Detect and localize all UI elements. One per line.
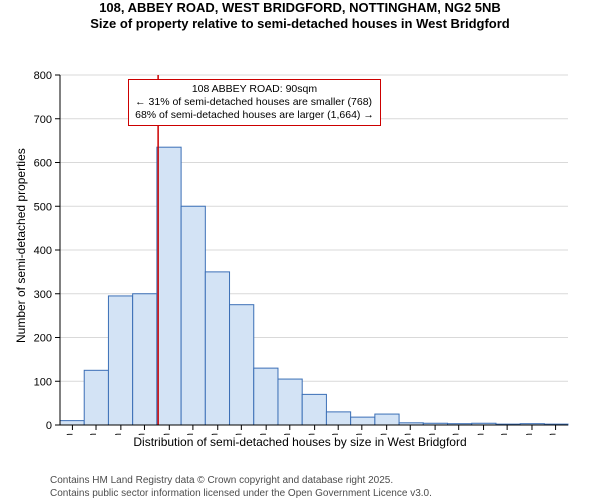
footer-line1: Contains HM Land Registry data © Crown c… [50, 474, 432, 487]
svg-text:100: 100 [34, 376, 52, 388]
svg-text:235sqm: 235sqm [329, 433, 341, 435]
chart-title: 108, ABBEY ROAD, WEST BRIDGFORD, NOTTING… [0, 0, 600, 33]
svg-text:371sqm: 371sqm [498, 433, 510, 435]
svg-text:60sqm: 60sqm [112, 433, 124, 435]
svg-text:0: 0 [46, 420, 52, 432]
y-axis-label: Number of semi-detached properties [14, 148, 28, 343]
svg-text:300: 300 [34, 288, 52, 300]
svg-text:600: 600 [34, 157, 52, 169]
title-line2: Size of property relative to semi-detach… [0, 16, 600, 32]
chart-area: Number of semi-detached properties 0 100 2… [0, 33, 600, 435]
svg-text:800: 800 [34, 70, 52, 82]
svg-text:352sqm: 352sqm [475, 433, 487, 435]
svg-text:138sqm: 138sqm [209, 433, 221, 435]
svg-text:700: 700 [34, 113, 52, 125]
svg-text:200: 200 [34, 332, 52, 344]
callout-smaller: ← 31% of semi-detached houses are smalle… [135, 96, 374, 109]
svg-text:254sqm: 254sqm [353, 433, 365, 435]
svg-text:79sqm: 79sqm [135, 433, 147, 435]
svg-text:410sqm: 410sqm [547, 433, 559, 435]
footer-attribution: Contains HM Land Registry data © Crown c… [50, 474, 432, 500]
footer-line2: Contains public sector information licen… [50, 487, 432, 500]
svg-text:500: 500 [34, 201, 52, 213]
x-axis-label: Distribution of semi-detached houses by … [0, 435, 600, 449]
svg-text:177sqm: 177sqm [257, 433, 269, 435]
svg-text:99sqm: 99sqm [160, 433, 172, 435]
svg-text:400: 400 [34, 245, 52, 257]
svg-text:118sqm: 118sqm [184, 433, 196, 435]
svg-text:274sqm: 274sqm [378, 433, 390, 435]
svg-text:332sqm: 332sqm [450, 433, 462, 435]
svg-text:157sqm: 157sqm [232, 433, 244, 435]
svg-text:216sqm: 216sqm [306, 433, 318, 435]
svg-text:391sqm: 391sqm [523, 433, 535, 435]
marker-callout: 108 ABBEY ROAD: 90sqm ← 31% of semi-deta… [128, 79, 381, 126]
svg-text:313sqm: 313sqm [426, 433, 438, 435]
svg-text:40sqm: 40sqm [87, 433, 99, 435]
callout-larger: 68% of semi-detached houses are larger (… [135, 109, 374, 122]
svg-text:196sqm: 196sqm [281, 433, 293, 435]
svg-text:293sqm: 293sqm [401, 433, 413, 435]
svg-text:21sqm: 21sqm [63, 433, 75, 435]
callout-title: 108 ABBEY ROAD: 90sqm [135, 83, 374, 96]
title-line1: 108, ABBEY ROAD, WEST BRIDGFORD, NOTTING… [0, 0, 600, 16]
